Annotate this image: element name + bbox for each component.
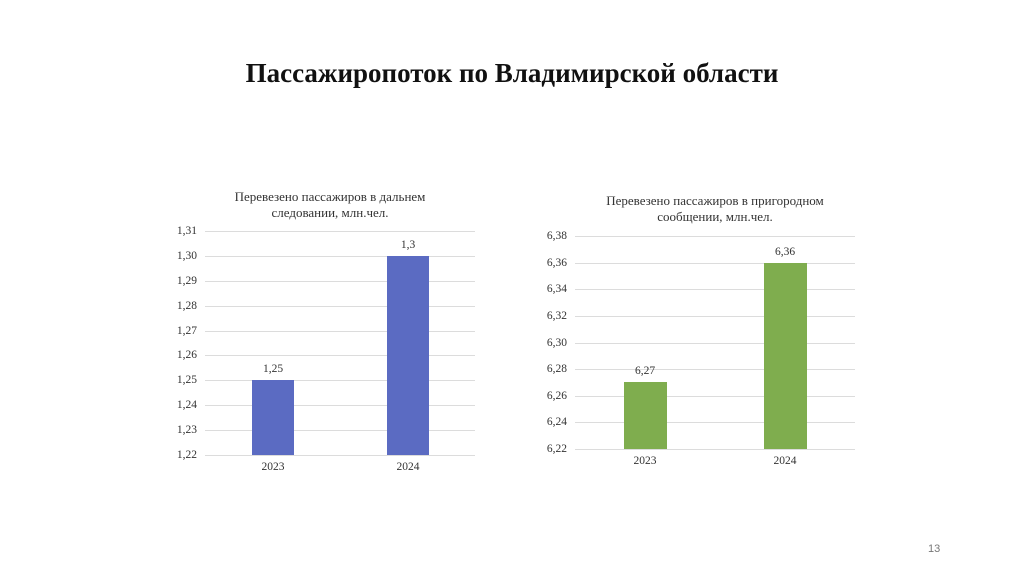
- chart-title-line-2: следовании, млн.чел.: [271, 205, 389, 220]
- data-label: 6,27: [634, 365, 656, 378]
- gridline: [205, 231, 475, 232]
- y-tick-label: 1,28: [176, 299, 197, 312]
- gridline: [575, 236, 855, 237]
- gridline: [205, 355, 475, 356]
- y-tick-label: 6,36: [546, 256, 567, 269]
- y-tick-label: 1,26: [176, 349, 197, 362]
- gridline: [205, 331, 475, 332]
- gridline: [205, 380, 475, 381]
- bar-2023: [252, 380, 294, 455]
- y-tick-label: 6,34: [546, 283, 567, 296]
- gridline: [575, 316, 855, 317]
- x-tick-label: 2024: [773, 455, 797, 467]
- y-tick-label: 6,28: [546, 363, 567, 376]
- gridline: [205, 256, 475, 257]
- bar-2024: [763, 262, 807, 449]
- y-tick-label: 6,38: [546, 230, 567, 242]
- y-tick-label: 1,23: [176, 424, 197, 437]
- data-label: 1,3: [400, 238, 416, 251]
- chart-title: Перевезено пассажиров в пригородном сооб…: [565, 193, 865, 225]
- gridline: [575, 449, 855, 450]
- chart-title: Перевезено пассажиров в дальнем следован…: [205, 189, 455, 221]
- y-tick-label: 6,22: [546, 443, 567, 455]
- gridline: [205, 306, 475, 307]
- y-tick-label: 1,22: [176, 449, 197, 461]
- gridline: [575, 263, 855, 264]
- gridline: [575, 369, 855, 370]
- y-tick-label: 1,25: [176, 374, 197, 387]
- y-tick-label: 1,30: [176, 249, 197, 262]
- gridline: [575, 422, 855, 423]
- chart-title-line-1: Перевезено пассажиров в пригородном: [606, 193, 824, 208]
- y-tick-label: 1,27: [176, 324, 197, 337]
- gridline: [205, 455, 475, 456]
- y-tick-label: 1,24: [176, 399, 197, 412]
- gridline: [575, 289, 855, 290]
- x-tick-label: 2023: [261, 461, 285, 473]
- bar-2024: [387, 255, 429, 455]
- y-tick-label: 1,29: [176, 274, 197, 287]
- gridline: [575, 396, 855, 397]
- gridline: [205, 430, 475, 431]
- slide-title: Пассажиропоток по Владимирской области: [245, 58, 779, 88]
- y-tick-label: 6,32: [546, 309, 567, 322]
- x-tick-label: 2024: [396, 461, 420, 473]
- y-tick-label: 6,24: [546, 416, 567, 429]
- y-tick-label: 6,26: [546, 389, 567, 402]
- gridline: [205, 281, 475, 282]
- data-label: 6,36: [774, 245, 796, 258]
- gridline: [575, 343, 855, 344]
- y-tick-label: 1,31: [176, 225, 197, 237]
- data-label: 1,25: [262, 363, 284, 376]
- chart-title-line-1: Перевезено пассажиров в дальнем: [234, 189, 426, 204]
- bar-2023: [623, 382, 667, 449]
- page-number: 13: [928, 543, 941, 555]
- chart-title-line-2: сообщении, млн.чел.: [657, 209, 773, 224]
- x-tick-label: 2023: [633, 455, 657, 467]
- y-tick-label: 6,30: [546, 336, 567, 349]
- gridline: [205, 405, 475, 406]
